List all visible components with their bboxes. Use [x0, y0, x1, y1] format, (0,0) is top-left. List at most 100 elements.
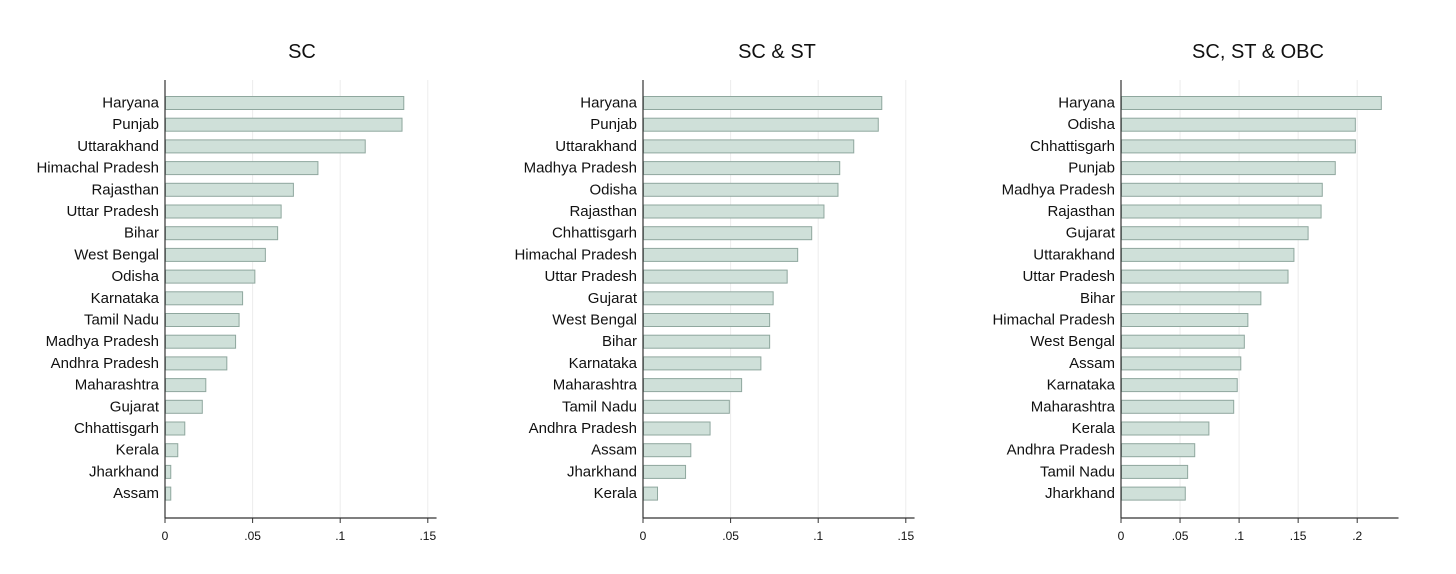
category-label: Andhra Pradesh	[51, 355, 159, 372]
bar	[165, 161, 319, 176]
bar	[1121, 182, 1323, 197]
panel-title: SC & ST	[738, 41, 816, 63]
bar	[165, 96, 405, 110]
category-label: Jharkhand	[567, 463, 637, 480]
bar	[165, 378, 207, 393]
bar	[165, 443, 179, 458]
bar	[1121, 96, 1382, 110]
category-label: Uttarakhand	[77, 138, 159, 155]
bar	[643, 226, 813, 241]
category-label: Karnataka	[1047, 377, 1116, 394]
x-tick-label: 0	[162, 529, 169, 543]
bar	[1121, 464, 1189, 479]
bar	[165, 313, 240, 327]
category-label: Uttar Pradesh	[544, 268, 637, 285]
bar	[165, 421, 186, 436]
bar	[1121, 269, 1289, 284]
category-label: Odisha	[589, 181, 637, 198]
category-label: Madhya Pradesh	[524, 160, 637, 177]
bar	[165, 486, 172, 501]
bar	[1121, 486, 1186, 501]
category-label: Gujarat	[588, 290, 638, 307]
bar	[165, 269, 256, 284]
x-tick-label: 0	[1118, 529, 1125, 543]
bar	[165, 204, 282, 219]
bar	[165, 247, 266, 262]
bar	[165, 182, 294, 197]
bar	[165, 117, 403, 132]
bar	[643, 421, 711, 436]
bar	[1121, 334, 1245, 349]
x-tick-label: .05	[722, 529, 739, 543]
x-tick-label: .1	[1234, 529, 1244, 543]
bar	[643, 247, 799, 262]
category-label: Assam	[1069, 355, 1115, 372]
bar	[643, 182, 839, 197]
x-tick-label: .1	[335, 529, 345, 543]
chart-panel-3: SC, ST & OBC Haryana Odisha Chhattisgarh Pun…	[992, 41, 1399, 543]
x-tick-label: .1	[813, 529, 823, 543]
bar	[1121, 291, 1262, 306]
category-label: Odisha	[1067, 116, 1115, 133]
x-tick-label: .15	[419, 529, 436, 543]
x-tick-label: .05	[1172, 529, 1189, 543]
bar	[1121, 139, 1356, 154]
category-label: Rajasthan	[91, 181, 159, 198]
panel-title: SC	[288, 41, 316, 63]
bar	[643, 356, 762, 371]
bar	[643, 269, 788, 284]
category-label: Assam	[591, 442, 637, 459]
chart-panel-1: SC Haryana Punjab Uttarakhand Himachal Prade…	[36, 41, 437, 543]
category-label: Punjab	[1068, 160, 1115, 177]
bar	[1121, 226, 1309, 241]
category-label: Kerala	[1072, 420, 1116, 437]
category-label: Uttar Pradesh	[66, 203, 159, 220]
category-label: Kerala	[594, 485, 638, 502]
bar	[165, 356, 228, 371]
bar	[643, 291, 774, 306]
category-label: Bihar	[1080, 290, 1115, 307]
category-label: Maharashtra	[1031, 398, 1116, 415]
category-label: Tamil Nadu	[84, 312, 159, 329]
category-label: Rajasthan	[569, 203, 637, 220]
bar	[643, 313, 771, 327]
bar	[643, 464, 687, 479]
category-label: West Bengal	[74, 246, 159, 263]
category-label: Karnataka	[91, 290, 160, 307]
bar	[165, 464, 172, 479]
category-label: Maharashtra	[553, 377, 638, 394]
category-label: Himachal Pradesh	[514, 246, 637, 263]
category-label: Bihar	[124, 225, 159, 242]
bar	[643, 139, 855, 154]
panel-title: SC, ST & OBC	[1192, 41, 1324, 63]
category-label: Himachal Pradesh	[992, 312, 1115, 329]
x-tick-label: .2	[1352, 529, 1362, 543]
category-label: Gujarat	[110, 398, 160, 415]
bar	[643, 443, 692, 458]
bar	[165, 291, 244, 306]
category-label: Punjab	[590, 116, 637, 133]
category-label: Madhya Pradesh	[46, 333, 159, 350]
category-label: Andhra Pradesh	[529, 420, 637, 437]
category-label: Haryana	[102, 95, 159, 112]
category-label: Chhattisgarh	[552, 225, 637, 242]
bar	[643, 399, 730, 414]
x-tick-label: .05	[244, 529, 261, 543]
bar	[165, 399, 203, 414]
bar	[1121, 443, 1196, 458]
category-label: Uttarakhand	[555, 138, 637, 155]
x-tick-label: .15	[897, 529, 914, 543]
category-label: Uttar Pradesh	[1022, 268, 1115, 285]
category-label: Kerala	[116, 442, 160, 459]
bar	[643, 96, 883, 110]
bar	[643, 204, 825, 219]
bar	[1121, 313, 1249, 327]
bar	[1121, 247, 1295, 262]
category-label: Tamil Nadu	[562, 398, 637, 415]
category-label: Gujarat	[1066, 225, 1116, 242]
category-label: Jharkhand	[89, 463, 159, 480]
bar	[1121, 421, 1210, 436]
category-label: Andhra Pradesh	[1007, 442, 1115, 459]
category-label: West Bengal	[1030, 333, 1115, 350]
bar	[643, 486, 659, 501]
